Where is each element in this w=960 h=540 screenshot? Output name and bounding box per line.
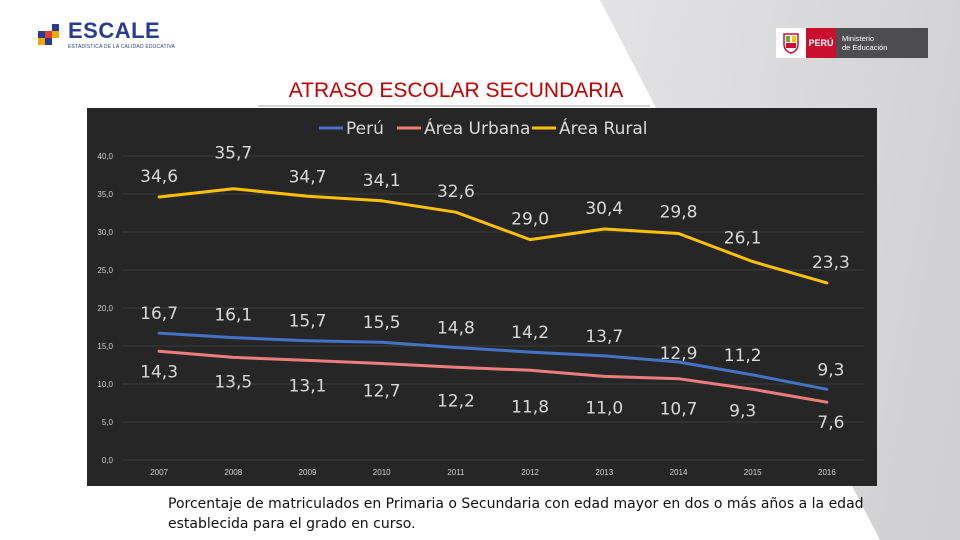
data-label: 15,7 bbox=[289, 312, 327, 332]
y-tick-label: 40,0 bbox=[97, 152, 113, 161]
y-tick-label: 5,0 bbox=[102, 418, 114, 427]
data-label: 9,3 bbox=[729, 401, 756, 421]
data-label: 11,2 bbox=[724, 346, 762, 366]
series-line-0 bbox=[157, 331, 829, 391]
data-label: 34,1 bbox=[363, 171, 401, 191]
legend-label: Área Urbana bbox=[424, 117, 530, 139]
x-tick-label: 2010 bbox=[373, 468, 391, 477]
series-line-1 bbox=[157, 349, 829, 404]
data-label: 9,3 bbox=[817, 360, 844, 380]
line-chart: 0,0 5,0 10,0 15,0 20,0 25,0 30,0 35,0 40,0 2007 20… bbox=[97, 117, 864, 477]
y-tick-label: 10,0 bbox=[97, 380, 113, 389]
chart-caption: Porcentaje de matriculados en Primaria o… bbox=[168, 496, 864, 532]
ministry-line-1: Ministerio bbox=[842, 34, 875, 43]
data-label: 12,2 bbox=[437, 391, 475, 411]
y-tick-label: 0,0 bbox=[102, 456, 114, 465]
x-tick-label: 2014 bbox=[670, 468, 688, 477]
y-tick-label: 30,0 bbox=[97, 228, 113, 237]
y-tick-label: 20,0 bbox=[97, 304, 113, 313]
coat-of-arms-icon bbox=[776, 28, 806, 58]
data-label: 14,2 bbox=[511, 323, 549, 343]
ministerio-logo: PERÚ Ministerio de Educación bbox=[776, 28, 928, 58]
ministry-country: PERÚ bbox=[806, 28, 836, 58]
data-label: 11,8 bbox=[511, 397, 549, 417]
x-tick-label: 2008 bbox=[224, 468, 242, 477]
x-tick-label: 2013 bbox=[595, 468, 613, 477]
escale-tagline: ESTADÍSTICA DE LA CALIDAD EDUCATIVA bbox=[68, 44, 176, 50]
data-label: 12,9 bbox=[660, 344, 698, 364]
data-label: 7,6 bbox=[817, 413, 844, 433]
data-label: 16,7 bbox=[140, 304, 178, 324]
data-label: 16,1 bbox=[214, 306, 252, 326]
legend-label: Perú bbox=[346, 119, 384, 139]
data-label: 11,0 bbox=[585, 398, 623, 418]
data-label: 34,6 bbox=[140, 167, 178, 187]
x-tick-label: 2011 bbox=[447, 468, 465, 477]
title-underline bbox=[258, 105, 650, 107]
escale-mark-icon bbox=[38, 24, 59, 45]
data-label: 12,7 bbox=[363, 381, 401, 401]
data-label: 32,6 bbox=[437, 182, 475, 202]
data-label: 13,5 bbox=[214, 372, 252, 392]
series-line-2 bbox=[157, 187, 829, 285]
escale-wordmark: ESCALE bbox=[68, 18, 161, 43]
x-tick-label: 2016 bbox=[818, 468, 836, 477]
data-label: 13,7 bbox=[585, 327, 623, 347]
data-label: 29,8 bbox=[660, 203, 698, 223]
page-title: ATRASO ESCOLAR SECUNDARIA bbox=[288, 79, 624, 102]
data-label: 14,3 bbox=[140, 362, 178, 382]
data-label: 13,1 bbox=[289, 376, 327, 396]
escale-logo: ESCALE ESTADÍSTICA DE LA CALIDAD EDUCATI… bbox=[36, 18, 175, 58]
x-tick-label: 2007 bbox=[150, 468, 168, 477]
data-label: 10,7 bbox=[660, 400, 698, 420]
data-label: 14,8 bbox=[437, 319, 475, 339]
data-label: 29,0 bbox=[511, 210, 549, 230]
x-tick-label: 2012 bbox=[521, 468, 539, 477]
data-label: 23,3 bbox=[812, 253, 850, 273]
y-tick-label: 35,0 bbox=[97, 190, 113, 199]
data-label: 35,7 bbox=[214, 144, 252, 164]
ministry-line-2: de Educación bbox=[842, 43, 888, 52]
x-tick-label: 2009 bbox=[299, 468, 317, 477]
data-label: 26,1 bbox=[724, 229, 762, 249]
data-label: 30,4 bbox=[585, 199, 623, 219]
legend-label: Área Rural bbox=[559, 117, 647, 139]
y-tick-label: 15,0 bbox=[97, 342, 113, 351]
chart-panel: 0,0 5,0 10,0 15,0 20,0 25,0 30,0 35,0 40,0 2007 20… bbox=[87, 108, 877, 486]
y-tick-label: 25,0 bbox=[97, 266, 113, 275]
ministry-name: Ministerio de Educación bbox=[836, 28, 928, 58]
x-tick-label: 2015 bbox=[744, 468, 762, 477]
data-label: 15,5 bbox=[363, 313, 401, 333]
data-label: 34,7 bbox=[289, 167, 327, 187]
